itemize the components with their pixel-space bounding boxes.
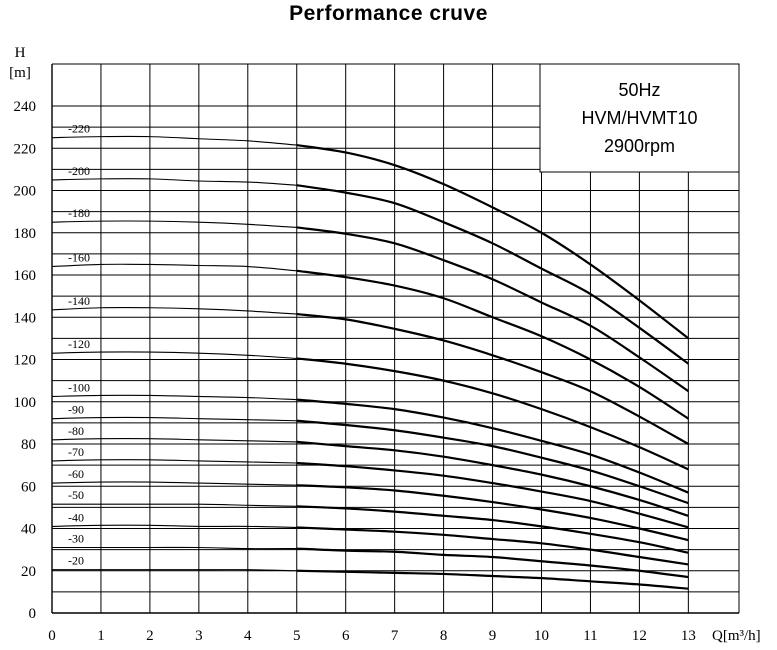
y-tick-label: 200 (14, 184, 37, 200)
info-box-line: 2900rpm (604, 136, 675, 156)
curve-80-low-flow (51, 438, 297, 443)
curve-40-operating (296, 526, 689, 566)
x-tick-label: 9 (489, 628, 497, 644)
info-box-frame (539, 63, 740, 173)
curve-140-low-flow (51, 306, 297, 315)
curve-30-low-flow (52, 546, 297, 550)
x-tick-label: 6 (342, 628, 350, 644)
curve-120-low-flow (51, 351, 297, 359)
curve-label: -90 (68, 403, 84, 417)
y-tick-label: 180 (14, 226, 37, 242)
curve-label: -60 (68, 467, 84, 481)
curve-label: -30 (68, 532, 84, 546)
curve-60-low-flow (51, 481, 297, 486)
x-tick-label: 2 (146, 628, 154, 644)
curve-90-operating (296, 419, 689, 505)
x-tick-label: 5 (293, 628, 301, 644)
y-tick-label: 60 (21, 479, 36, 495)
curve-100-low-flow (51, 394, 297, 401)
curve-160-low-flow (51, 263, 297, 272)
curve-60-operating (296, 484, 689, 542)
curve-90-low-flow (51, 416, 297, 422)
curve-180-operating (296, 226, 689, 393)
curve-220-low-flow (51, 135, 297, 146)
curve-180-low-flow (51, 220, 297, 229)
info-box-line: 50Hz (618, 80, 660, 100)
curve-label: -200 (68, 164, 90, 178)
curve-50-operating (296, 505, 689, 554)
x-tick-label: 3 (195, 628, 203, 644)
curve-20-low-flow (52, 569, 297, 572)
curve-label: -70 (68, 445, 84, 459)
y-tick-label: 220 (14, 141, 37, 157)
curve-80-operating (296, 440, 689, 517)
y-tick-label: 100 (14, 395, 37, 411)
curve-label: -180 (68, 206, 90, 220)
curve-120-operating (296, 357, 689, 471)
y-tick-label: 20 (21, 564, 36, 580)
curve-label: -220 (68, 122, 90, 136)
x-tick-label: 8 (440, 628, 448, 644)
y-tick-label: 120 (14, 353, 37, 369)
curve-label: -100 (68, 380, 90, 394)
curve-40-low-flow (51, 524, 297, 528)
curve-140-operating (296, 312, 689, 445)
labels: -220 -200 -180 -160 -140 -120 -100 -90 -80 -70 -60… (68, 122, 90, 568)
info-box-line: HVM/HVMT10 (581, 108, 697, 128)
curve-20-operating (296, 569, 689, 590)
curve-label: -20 (68, 554, 84, 568)
y-axis-label: H (15, 45, 26, 61)
x-tick-label: 7 (391, 628, 399, 644)
y-tick-label: 0 (29, 606, 37, 622)
curve-30-operating (296, 547, 689, 579)
x-tick-label: 0 (48, 628, 56, 644)
curve-label: -140 (68, 294, 90, 308)
curve-160-operating (296, 269, 689, 420)
info-box: 50Hz HVM/HVMT10 2900rpm (539, 63, 740, 173)
curve-label: -120 (68, 337, 90, 351)
curve-100-operating (296, 398, 689, 494)
x-axis-label: Q[m³/h] (712, 628, 761, 644)
y-tick-label: 140 (14, 310, 37, 326)
curve-200-operating (296, 184, 690, 365)
x-tick-label: 4 (244, 628, 252, 644)
curve-200-low-flow (51, 178, 297, 186)
curve-50-low-flow (52, 503, 297, 507)
x-tick-label: 12 (632, 628, 647, 644)
curve-label: -80 (68, 424, 84, 438)
chart-title: Performance cruve (289, 2, 488, 25)
y-tick-label: 240 (14, 99, 37, 115)
x-tick-label: 1 (97, 628, 105, 644)
curve-70-low-flow (51, 459, 297, 464)
y-tick-label: 80 (21, 437, 36, 453)
curves (51, 135, 690, 590)
y-axis-unit: [m] (9, 65, 31, 81)
curve-label: -40 (68, 510, 84, 524)
curve-70-operating (296, 461, 689, 529)
curve-label: -160 (68, 251, 90, 265)
y-tick-label: 160 (14, 268, 37, 284)
y-tick-label: 40 (21, 522, 36, 538)
x-tick-label: 11 (583, 628, 597, 644)
x-tick-label: 13 (681, 628, 696, 644)
x-tick-label: 10 (534, 628, 549, 644)
curve-220-operating (296, 143, 690, 340)
curve-label: -50 (68, 488, 84, 502)
